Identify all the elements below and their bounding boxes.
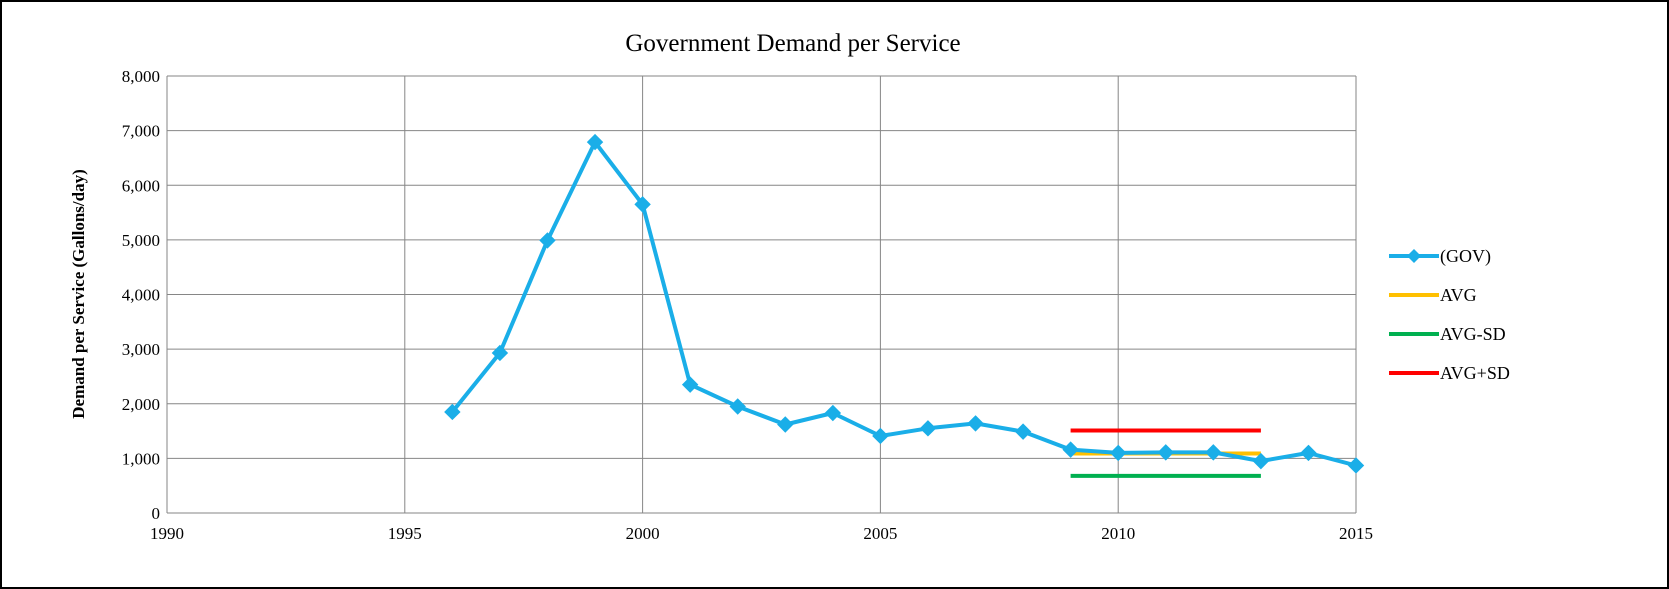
legend-label: (GOV) [1440,246,1491,267]
grid [166,75,1357,514]
chart-title: Government Demand per Service [625,30,960,57]
y-tick-label: 4,000 [122,286,160,305]
data-point [967,415,984,432]
data-point [1252,452,1270,470]
data-point [491,344,509,362]
data-point [444,403,461,421]
data-point [1014,423,1032,440]
x-tick-label: 1990 [150,524,184,543]
data-point [634,196,651,213]
data-point [919,420,937,437]
x-tick-label: 2005 [863,524,897,543]
data-point [1109,444,1127,462]
x-tick-label: 1995 [388,524,422,543]
data-point [729,398,746,415]
y-tick-label: 0 [152,504,161,523]
y-tick-label: 8,000 [122,67,160,86]
data-point [824,404,842,422]
y-tick-label: 5,000 [122,231,160,250]
data-point [539,232,556,249]
legend-label: AVG [1440,285,1477,305]
y-axis-label: Demand per Service (Gallons/day) [69,169,88,418]
x-tick-label: 2015 [1339,524,1373,543]
legend-label: AVG+SD [1440,363,1510,383]
data-point [1062,441,1079,458]
y-tick-labels: 0 1,000 2,000 3,000 4,000 5,000 6,000 7,000 8,00… [122,67,160,523]
x-tick-label: 2010 [1101,524,1135,543]
y-tick-label: 7,000 [122,122,160,141]
series-layer [444,133,1365,478]
data-point [1300,444,1317,462]
legend-marker [1407,249,1421,263]
legend: (GOV) AVG AVG-SD AVG+SD [1389,246,1510,383]
y-tick-label: 6,000 [122,176,160,195]
data-point [1205,444,1222,461]
series-line-gov [450,140,1357,468]
y-tick-label: 3,000 [122,340,160,359]
data-point [586,133,604,151]
data-point [1157,444,1174,461]
x-tick-label: 2000 [626,524,660,543]
x-tick-labels: 1990 1995 2000 2005 2010 2015 [150,524,1373,543]
data-point [681,376,699,393]
data-point [1347,457,1365,474]
y-tick-label: 1,000 [122,449,160,468]
data-point [872,427,889,445]
y-tick-label: 2,000 [122,395,160,414]
legend-label: AVG-SD [1440,324,1506,344]
data-point [777,416,794,433]
